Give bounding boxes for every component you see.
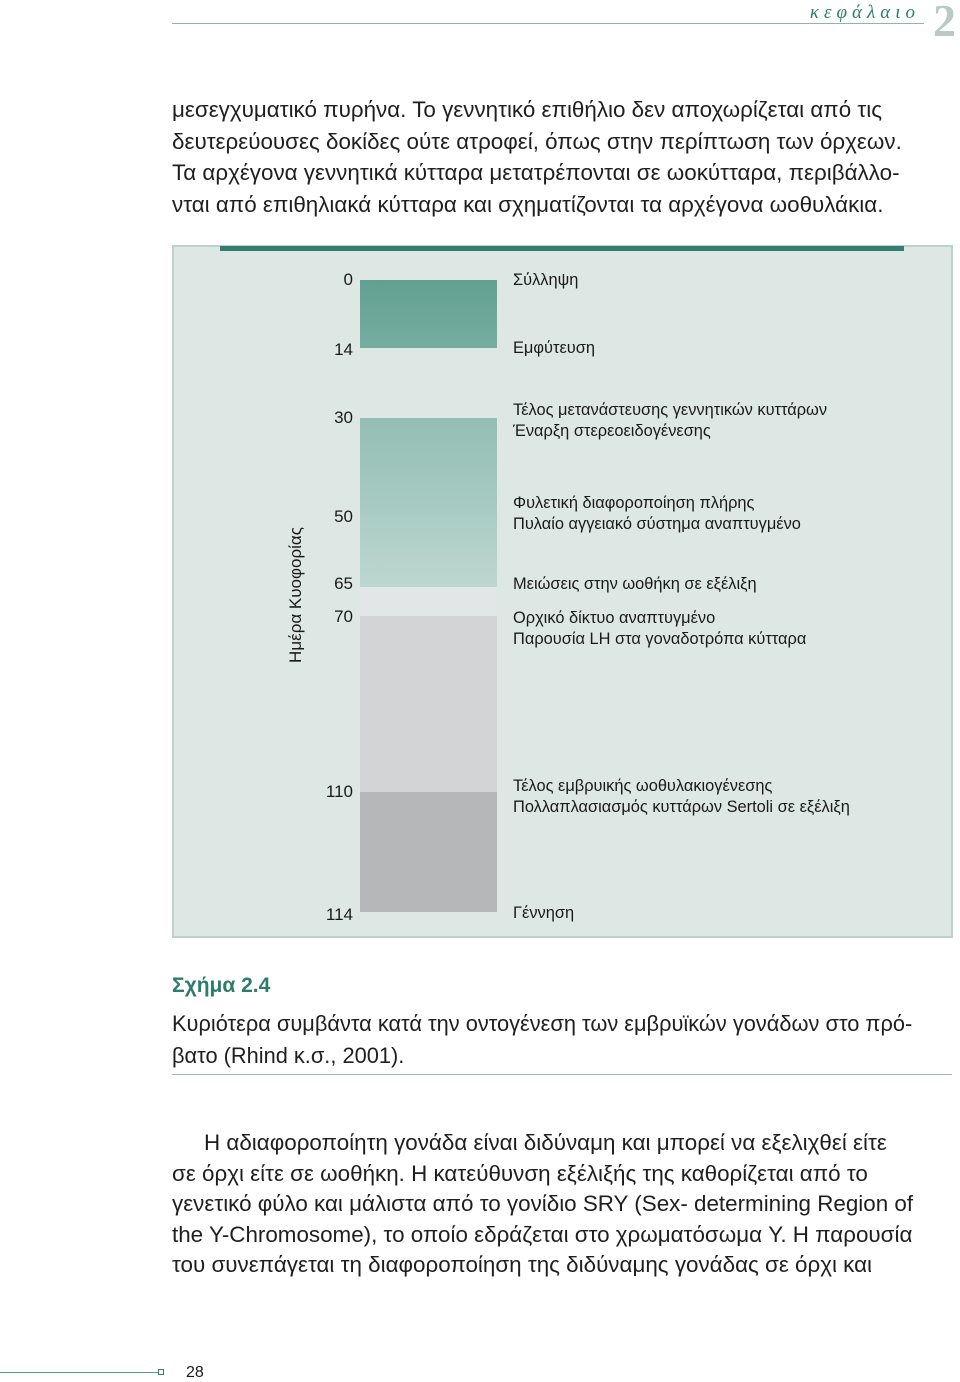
- event-sex-differentiation: Φυλετική διαφοροποίηση πλήρης Πυλαίο αγγ…: [513, 493, 801, 535]
- figure-caption-text: Κυριότερα συμβάντα κατά την οντογένεση τ…: [172, 1008, 955, 1071]
- intro-line: μεσεγχυματικό πυρήνα. Το γεννητικό επιθή…: [172, 97, 883, 122]
- event-line: Ορχικό δίκτυο αναπτυγμένο: [513, 609, 716, 627]
- timeline-segment-110-114: [360, 792, 497, 912]
- chapter-number: 2: [933, 0, 956, 46]
- day-tick: 50: [334, 507, 353, 526]
- body-line: the Y-Chromosome), το οποίο εδράζεται στ…: [172, 1221, 913, 1247]
- figure-frame: [172, 245, 953, 938]
- timeline-segment-50-65: [360, 516, 497, 587]
- day-tick: 14: [334, 340, 353, 359]
- body-line: γενετικό φύλο και μάλιστα από το γονίδιο…: [172, 1191, 914, 1217]
- day-tick: 110: [325, 782, 353, 801]
- day-tick: 70: [334, 607, 353, 626]
- event-implantation: Εμφύτευση: [513, 338, 595, 359]
- event-line: Έναρξη στερεοειδογένεσης: [513, 422, 711, 440]
- day-tick: 30: [334, 408, 353, 427]
- figure-caption-title: Σχήμα 2.4: [172, 974, 271, 997]
- event-line: Εμφύτευση: [513, 339, 595, 357]
- gestation-timeline-bar: [360, 280, 497, 912]
- intro-line: δευτερεύουσες δοκίδες ούτε ατροφεί, όπως…: [172, 128, 902, 154]
- timeline-segment-14-30: [360, 348, 497, 418]
- body-paragraph: Η αδιαφοροποίητη γονάδα είναι διδύναμη κ…: [172, 1128, 955, 1281]
- event-line: Πυλαίο αγγειακό σύστημα αναπτυγμένο: [513, 515, 801, 533]
- event-birth: Γέννηση: [513, 903, 574, 924]
- timeline-segment-70-110: [360, 616, 497, 792]
- event-ovarian-meiosis: Μειώσεις στην ωοθήκη σε εξέλιξη: [513, 574, 757, 595]
- body-line: Η αδιαφοροποίητη γονάδα είναι διδύναμη κ…: [204, 1130, 887, 1155]
- chapter-label: κεφάλαιο: [809, 2, 920, 23]
- day-tick: 65: [334, 574, 353, 593]
- event-folliculogenesis-end: Τέλος εμβρυικής ωοθυλακιογένεσης Πολλαπλ…: [513, 776, 850, 818]
- caption-line: Κυριότερα συμβάντα κατά την οντογένεση τ…: [172, 1011, 913, 1036]
- event-rete-testis: Ορχικό δίκτυο αναπτυγμένο Παρουσία LH στ…: [513, 608, 806, 650]
- timeline-segment-65-70: [360, 587, 497, 616]
- header-rule: [172, 23, 924, 24]
- intro-line: Τα αρχέγονα γεννητικά κύτταρα μετατρέπον…: [172, 160, 900, 185]
- intro-paragraph: μεσεγχυματικό πυρήνα. Το γεννητικό επιθή…: [172, 94, 955, 220]
- event-migration-end: Τέλος μετανάστευσης γεννητικών κυττάρων …: [513, 400, 827, 442]
- day-tick: 114: [325, 905, 353, 924]
- event-conception: Σύλληψη: [513, 270, 578, 291]
- footer-rule: [0, 1372, 158, 1373]
- page-number: 28: [186, 1364, 204, 1381]
- event-line: Γέννηση: [513, 904, 575, 922]
- event-line: Φυλετική διαφοροποίηση πλήρης: [513, 494, 755, 512]
- body-line: σε όρχι είτε σε ωοθήκη. Η κατεύθυνση εξέ…: [172, 1160, 868, 1186]
- event-line: Παρουσία LH στα γοναδοτρόπα κύτταρα: [513, 630, 807, 648]
- caption-rule: [172, 1074, 952, 1075]
- y-axis-label: Ημέρα Κυοφορίας: [286, 527, 305, 663]
- day-tick: 0: [343, 270, 353, 289]
- timeline-segment-30-50: [360, 418, 497, 516]
- event-line: Σύλληψη: [513, 271, 579, 289]
- caption-line: βατο (Rhind κ.σ., 2001).: [172, 1042, 405, 1068]
- timeline-segment-0-14: [360, 280, 497, 348]
- intro-line: νται από επιθηλιακά κύτταρα και σχηματίζ…: [172, 191, 884, 217]
- event-line: Μειώσεις στην ωοθήκη σε εξέλιξη: [513, 575, 757, 593]
- figure-top-bar: [220, 246, 904, 251]
- event-line: Πολλαπλασιασμός κυττάρων Sertoli σε εξέλ…: [513, 798, 850, 816]
- footer-square-icon: [158, 1369, 164, 1375]
- body-line: του συνεπάγεται τη διαφοροποίηση της διδ…: [172, 1252, 873, 1278]
- event-line: Τέλος μετανάστευσης γεννητικών κυττάρων: [513, 401, 828, 419]
- event-line: Τέλος εμβρυικής ωοθυλακιογένεσης: [513, 777, 773, 795]
